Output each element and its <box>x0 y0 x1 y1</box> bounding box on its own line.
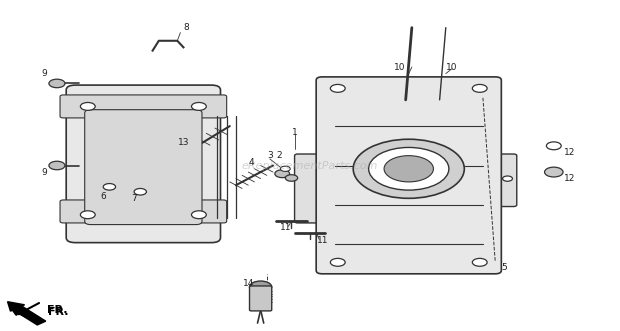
Circle shape <box>330 259 345 266</box>
Circle shape <box>369 147 449 190</box>
Text: 3: 3 <box>267 151 273 160</box>
Circle shape <box>280 166 290 171</box>
Circle shape <box>134 188 146 195</box>
Text: 12: 12 <box>564 148 575 157</box>
Text: 6: 6 <box>100 192 106 201</box>
Circle shape <box>472 84 487 92</box>
Circle shape <box>192 103 206 110</box>
Circle shape <box>330 84 345 92</box>
Text: 8: 8 <box>184 23 190 32</box>
Text: 7: 7 <box>131 194 137 203</box>
Text: eReplacementParts.com: eReplacementParts.com <box>242 161 378 170</box>
Circle shape <box>472 259 487 266</box>
Circle shape <box>275 170 290 178</box>
Circle shape <box>353 139 464 198</box>
FancyArrow shape <box>7 302 46 325</box>
FancyBboxPatch shape <box>85 110 202 224</box>
Circle shape <box>81 103 95 110</box>
Text: 2: 2 <box>277 151 282 160</box>
Circle shape <box>49 79 65 88</box>
Circle shape <box>249 281 272 293</box>
Text: 9: 9 <box>42 167 48 176</box>
Circle shape <box>384 156 433 182</box>
Text: FR.: FR. <box>46 305 67 315</box>
FancyBboxPatch shape <box>486 154 516 207</box>
Text: 10: 10 <box>394 63 405 71</box>
Circle shape <box>49 161 65 170</box>
Text: 4: 4 <box>249 158 254 167</box>
FancyBboxPatch shape <box>60 200 227 223</box>
FancyBboxPatch shape <box>60 95 227 118</box>
Text: OHV: OHV <box>126 174 161 189</box>
Text: 13: 13 <box>178 138 189 147</box>
Text: 5: 5 <box>502 263 507 272</box>
Text: 14: 14 <box>242 279 254 288</box>
Text: FR.: FR. <box>48 307 68 316</box>
Circle shape <box>546 142 561 150</box>
FancyBboxPatch shape <box>316 77 502 274</box>
Text: 11: 11 <box>317 236 328 246</box>
Text: 1: 1 <box>291 128 298 137</box>
Circle shape <box>544 167 563 177</box>
Circle shape <box>192 211 206 219</box>
Circle shape <box>104 184 115 190</box>
FancyBboxPatch shape <box>249 286 272 311</box>
Text: 10: 10 <box>446 63 458 71</box>
FancyBboxPatch shape <box>294 154 335 223</box>
Text: 9: 9 <box>42 69 48 78</box>
Text: 11: 11 <box>280 223 291 232</box>
Circle shape <box>503 176 513 181</box>
FancyBboxPatch shape <box>66 85 221 243</box>
Circle shape <box>285 175 298 181</box>
Circle shape <box>81 211 95 219</box>
Text: 12: 12 <box>564 174 575 183</box>
